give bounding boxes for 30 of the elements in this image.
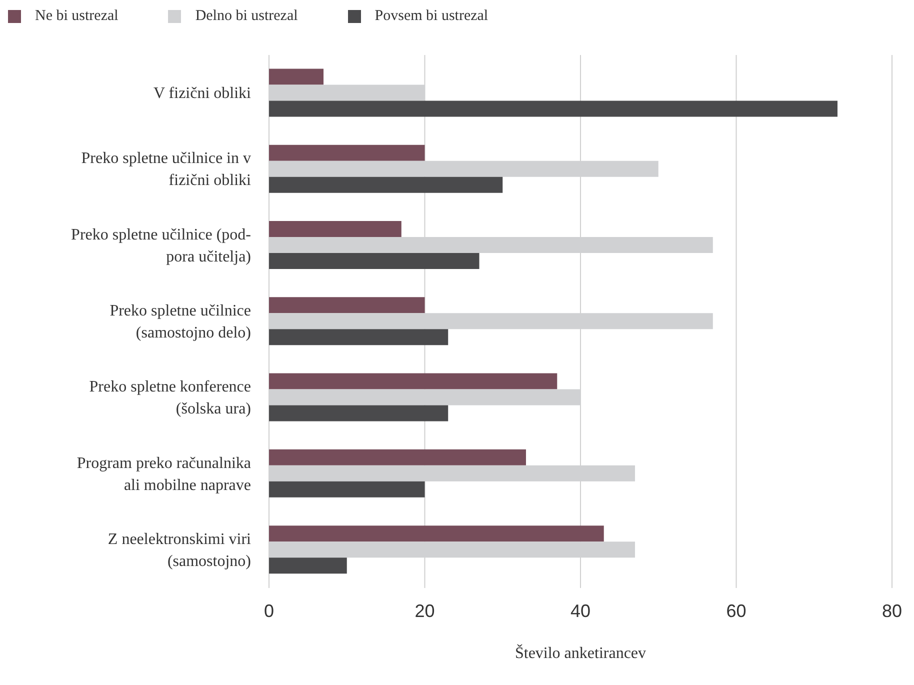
y-tick-label: Program preko računalnika ali mobilne naprave: [76, 454, 251, 494]
bar: [269, 100, 838, 117]
y-tick-label: Preko spletne učilnice (pod- pora učitelja): [71, 226, 251, 265]
bar: [269, 526, 604, 542]
bar: [269, 176, 503, 193]
legend-label: Povsem bi ustrezal: [374, 8, 488, 24]
legend-label: Delno bi ustrezal: [195, 8, 298, 24]
bar: [269, 481, 425, 498]
x-tick-label: 40: [570, 600, 591, 621]
y-tick-label: Preko spletne konference (šolska ura): [89, 378, 251, 418]
y-tick-label: Preko spletne učilnice (samostojno delo): [110, 302, 251, 341]
x-tick-label: 80: [882, 600, 902, 621]
x-axis-title: Število anketirancev: [514, 644, 646, 662]
legend-label: Ne bi ustrezal: [35, 8, 118, 24]
y-tick-label: Preko spletne učilnice in v fizični obliki: [81, 150, 252, 189]
bar: [269, 449, 526, 466]
bar: [269, 558, 347, 574]
bar: [269, 297, 425, 314]
bar: [269, 220, 402, 237]
x-tick-label: 0: [264, 600, 274, 621]
bar: [269, 144, 425, 161]
bar: [269, 405, 448, 422]
bar: [269, 68, 324, 85]
x-tick-label: 60: [726, 600, 746, 621]
bar: [269, 252, 480, 269]
x-tick-label: 20: [414, 600, 435, 621]
y-tick-label: Z neelektronskimi viri (samostojno): [108, 530, 252, 570]
y-tick-label: V fizični obliki: [154, 84, 252, 102]
bar: [269, 373, 558, 390]
bar: [269, 329, 448, 346]
